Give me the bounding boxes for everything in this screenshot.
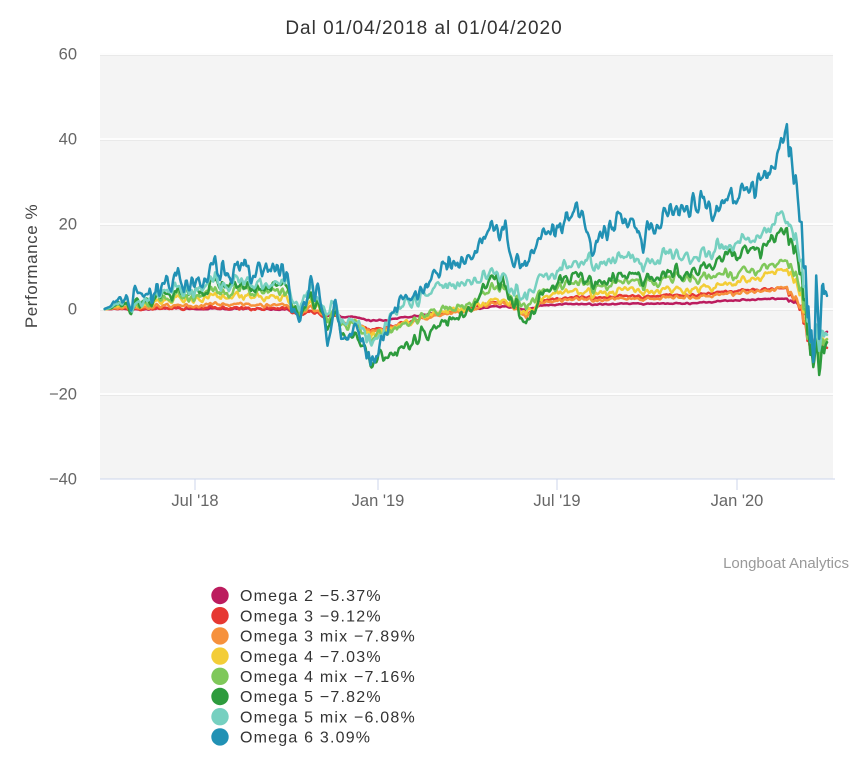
- svg-text:Omega 4 −7.03%: Omega 4 −7.03%: [240, 649, 382, 666]
- svg-text:60: 60: [59, 46, 77, 64]
- svg-text:0: 0: [68, 301, 77, 319]
- svg-text:Jul '18: Jul '18: [171, 492, 218, 510]
- svg-text:20: 20: [59, 216, 77, 234]
- svg-text:Omega 5 mix −6.08%: Omega 5 mix −6.08%: [240, 709, 416, 726]
- svg-text:Jan '19: Jan '19: [352, 492, 405, 510]
- svg-text:Jul '19: Jul '19: [533, 492, 580, 510]
- svg-text:Omega 3 −9.12%: Omega 3 −9.12%: [240, 608, 382, 625]
- svg-text:Jan '20: Jan '20: [711, 492, 764, 510]
- svg-text:−20: −20: [49, 386, 77, 404]
- svg-text:Omega 2 −5.37%: Omega 2 −5.37%: [240, 588, 382, 605]
- svg-text:−40: −40: [49, 471, 77, 489]
- svg-text:Longboat Analytics: Longboat Analytics: [723, 555, 849, 572]
- svg-text:40: 40: [59, 131, 77, 149]
- svg-text:Dal 01/04/2018 al 01/04/2020: Dal 01/04/2018 al 01/04/2020: [285, 18, 562, 39]
- svg-text:Performance %: Performance %: [22, 204, 41, 328]
- svg-text:Omega 4 mix −7.16%: Omega 4 mix −7.16%: [240, 669, 416, 686]
- svg-text:Omega 6 3.09%: Omega 6 3.09%: [240, 730, 371, 747]
- svg-text:Omega 3 mix −7.89%: Omega 3 mix −7.89%: [240, 629, 416, 646]
- svg-text:Omega 5 −7.82%: Omega 5 −7.82%: [240, 689, 382, 706]
